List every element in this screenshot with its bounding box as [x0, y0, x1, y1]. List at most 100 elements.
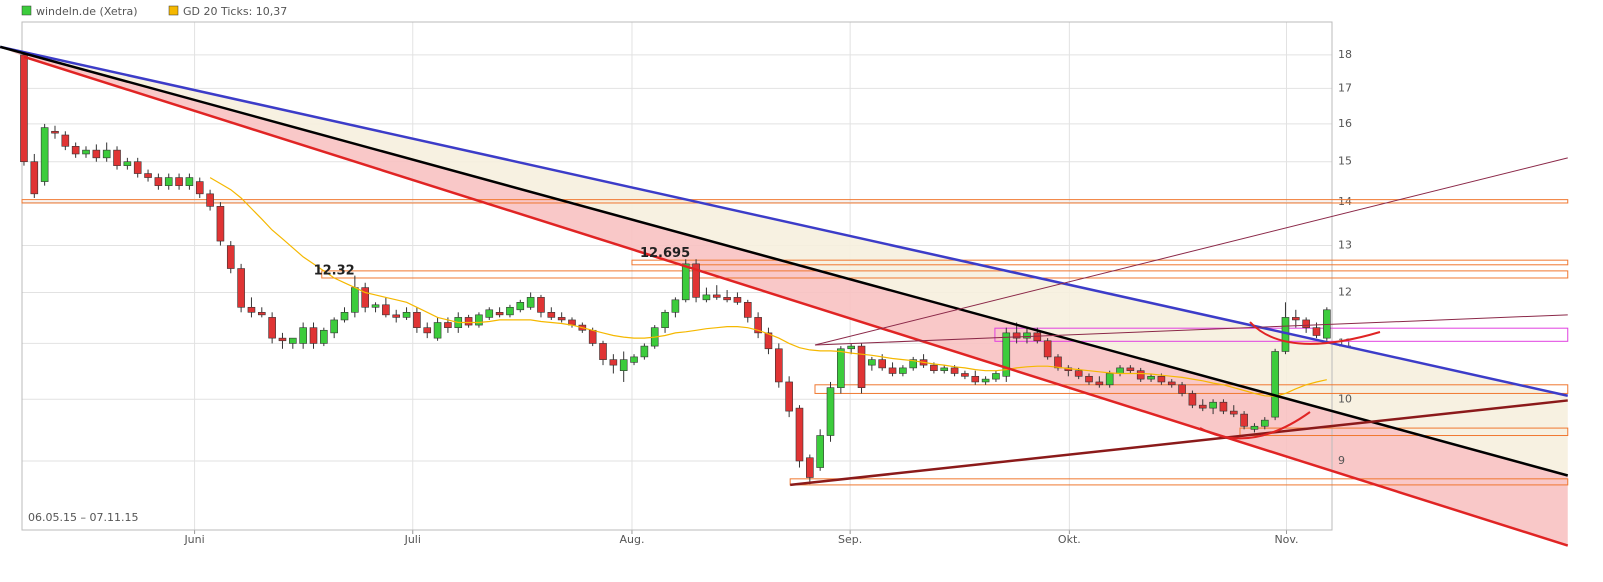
candle-body — [630, 356, 638, 363]
candle-body — [868, 359, 876, 366]
y-tick-label: 16 — [1338, 117, 1352, 130]
candle-body — [299, 327, 307, 344]
candle-body — [743, 302, 752, 318]
plot-frame — [21, 21, 1333, 531]
candle-body — [1074, 370, 1083, 377]
y-tick-label: 12 — [1338, 285, 1352, 298]
candle-body — [878, 359, 887, 369]
candle-body — [1302, 319, 1310, 328]
candle-body — [71, 146, 80, 155]
candle-body — [164, 177, 173, 186]
candle-body — [588, 329, 597, 344]
candle-body — [51, 130, 59, 134]
x-tick-label: Juli — [404, 533, 421, 546]
candle-body — [102, 149, 111, 159]
x-tick-label: Aug. — [619, 533, 644, 546]
candle-body — [671, 299, 680, 313]
candle-body — [557, 317, 566, 321]
candle-body — [1136, 370, 1145, 380]
candle-body — [133, 161, 142, 174]
candle-body — [495, 312, 504, 316]
candle-body — [692, 263, 700, 298]
candle-body — [361, 287, 369, 308]
candle-body — [30, 161, 39, 195]
candle-body — [754, 317, 762, 334]
candle-body — [1198, 404, 1207, 409]
candle-body — [206, 193, 214, 207]
sketch-curve — [1199, 411, 1311, 440]
candle-body — [1271, 351, 1279, 418]
candle-body — [1033, 332, 1042, 342]
moving-average — [209, 177, 1327, 397]
candle-body — [371, 304, 380, 308]
candle-body — [144, 173, 152, 178]
candle-body — [382, 304, 390, 316]
candle-body — [981, 378, 990, 383]
candle-body — [971, 375, 980, 383]
candle-body — [1085, 375, 1093, 383]
x-tick-label: Sep. — [838, 533, 862, 546]
candle-body — [113, 149, 121, 166]
candle-body — [516, 302, 525, 311]
candle-body — [351, 287, 359, 313]
candle-body — [1054, 356, 1062, 369]
candle-body — [774, 348, 783, 383]
candle-body — [1012, 332, 1021, 339]
candle-body — [950, 367, 959, 374]
candle-body — [1157, 375, 1166, 383]
trend-line — [814, 314, 1568, 346]
candle-body — [92, 149, 101, 159]
candle-body — [423, 327, 432, 334]
candle-body — [723, 297, 731, 301]
trend-line — [814, 157, 1568, 346]
candle-body — [1147, 375, 1155, 380]
x-tick-label: Juni — [183, 533, 204, 546]
legend-swatch — [21, 5, 32, 16]
candle-body — [992, 373, 1000, 380]
candle-body — [1312, 327, 1321, 336]
candle-body — [609, 359, 618, 366]
trend-line — [0, 45, 1569, 477]
candle-body — [1219, 401, 1228, 412]
candle-body — [681, 263, 690, 301]
candle-body — [475, 314, 483, 326]
y-tick-label: 17 — [1338, 81, 1352, 94]
y-tick-label: 15 — [1338, 155, 1352, 168]
candle-body — [940, 367, 949, 371]
y-tick-label: 10 — [1338, 392, 1352, 405]
date-range: 06.05.15 – 07.11.15 — [28, 511, 138, 524]
candle-body — [20, 54, 28, 163]
candle-body — [526, 297, 535, 308]
level-band — [21, 199, 1569, 204]
candle-body — [216, 206, 225, 242]
candle-body — [640, 345, 649, 358]
candle-body — [61, 134, 70, 147]
candle-body — [237, 268, 245, 308]
candle-body — [268, 317, 276, 339]
level-band — [321, 270, 1569, 279]
candle-body — [961, 373, 969, 377]
candle-body — [1023, 332, 1031, 339]
candle-body — [537, 297, 545, 313]
legend-label: windeln.de (Xetra) — [36, 5, 138, 18]
candle-body — [1126, 367, 1135, 371]
candle-body — [1178, 384, 1186, 394]
candle-body — [806, 457, 814, 478]
level-band — [631, 259, 1569, 266]
candle-body — [599, 343, 607, 360]
background-layer — [0, 22, 1568, 546]
legend-swatch — [168, 5, 179, 16]
candle-body — [816, 435, 824, 468]
candle-body — [1188, 393, 1197, 406]
candle-body — [826, 387, 835, 436]
candle-body — [764, 332, 773, 350]
candle-body — [785, 381, 793, 412]
candle-body — [899, 367, 907, 374]
level-band — [789, 478, 1569, 486]
candle-body — [1229, 410, 1238, 415]
candle-body — [909, 359, 918, 369]
candle-body — [506, 306, 514, 316]
candle-body — [1250, 425, 1259, 430]
y-tick-label: 9 — [1338, 454, 1345, 467]
